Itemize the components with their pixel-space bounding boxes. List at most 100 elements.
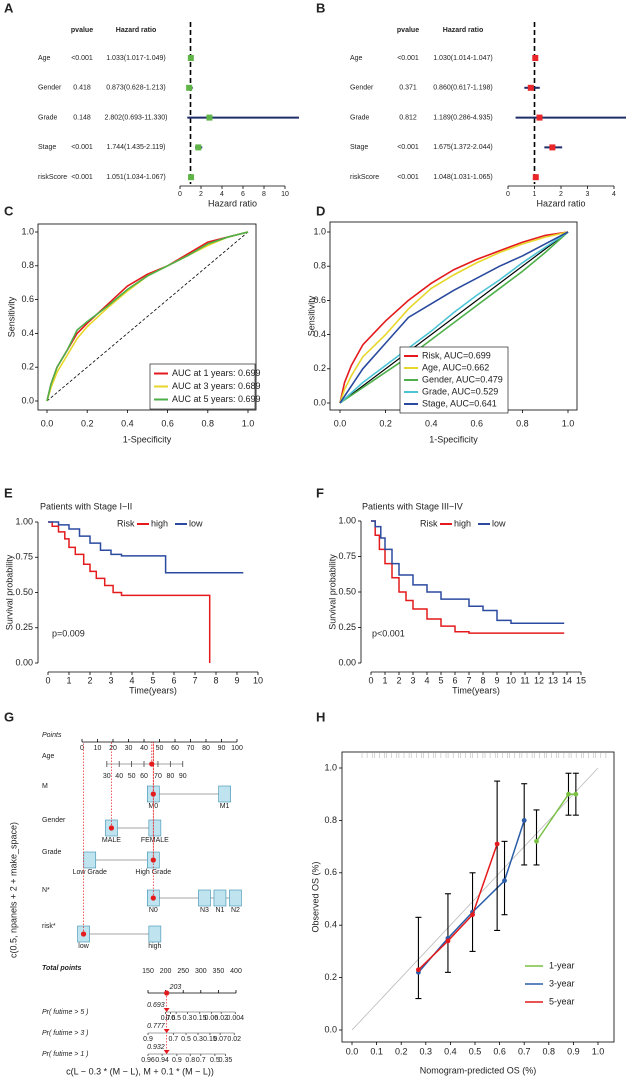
column-header: pvalue: [71, 27, 93, 34]
hazard-ratio-marker: [188, 174, 195, 181]
y-axis-title: Survival probability: [4, 554, 14, 630]
hazard-ratio-marker: [186, 84, 193, 91]
hazard-ratio-marker: [206, 114, 213, 121]
x-tick-label: 6: [241, 191, 245, 198]
x-tick-label: 0.8: [543, 1046, 556, 1056]
probability-label: 0.9: [143, 1036, 153, 1043]
x-tick-label: 4: [220, 191, 224, 198]
y-tick-label: 0.00: [15, 657, 33, 667]
y-tick-label: 0.8: [21, 260, 34, 270]
calibration-point: [573, 791, 579, 797]
p-value: p=0.009: [52, 628, 85, 638]
x-tick-label: 0.4: [444, 1046, 457, 1056]
p-value: <0.001: [71, 174, 93, 181]
selected-total: [164, 990, 170, 996]
x-axis-title: Time(years): [452, 685, 500, 695]
x-tick-label: 7: [192, 675, 197, 685]
panel-label: B: [316, 0, 325, 15]
points-tick-label: 20: [109, 745, 117, 752]
points-tick-label: 90: [218, 745, 226, 752]
probability-label: 0.5: [181, 1036, 191, 1043]
y-tick-label: 0.50: [15, 587, 33, 597]
y-tick-label: 0.4: [21, 328, 34, 338]
hr-label: 1.675(1.372-2.044): [433, 144, 493, 151]
category-box: [83, 851, 97, 869]
calibration-point: [494, 841, 500, 847]
total-tick-label: 400: [230, 968, 242, 975]
variable-name: Age: [42, 753, 55, 760]
category-box: [213, 889, 227, 907]
selected-value: [150, 857, 156, 863]
legend-label: 5-year: [549, 996, 575, 1006]
variable-label: 90: [179, 773, 187, 780]
x-tick-label: 6: [171, 675, 176, 685]
roc-curve: [339, 231, 569, 404]
x-tick-label: 1: [66, 675, 71, 685]
x-tick-label: 8: [480, 675, 485, 685]
hr-label: 2.802(0.693-11.330): [105, 114, 168, 121]
selected-probability-label: 0.932: [147, 1044, 165, 1051]
roc-curve: [339, 231, 569, 404]
row-label: Gender: [38, 85, 62, 92]
points-tick-label: 60: [171, 745, 179, 752]
variable-label: 70: [154, 773, 162, 780]
variable-label: N0: [149, 907, 158, 914]
p-value: <0.001: [397, 55, 419, 62]
x-tick-label: 0.6: [493, 1046, 506, 1056]
row-label: riskScore: [350, 174, 379, 181]
hr-label: 1.189(0.286-4.935): [433, 114, 493, 121]
variable-name: risk*: [42, 923, 56, 930]
x-axis-title: 1-Specificity: [429, 434, 478, 444]
legend-label: AUC at 5 years: 0.699: [172, 394, 261, 404]
variable-label: Low Grade: [73, 869, 107, 876]
x-tick-label: 8: [213, 675, 218, 685]
chart-title: Patients with Stage I−II: [40, 501, 132, 511]
y-tick-label: 0.25: [338, 622, 356, 632]
x-axis-title: c(L − 0.3 * (M − L), M + 0.1 * (M − L)): [66, 1066, 214, 1076]
x-tick-label: 4: [612, 191, 616, 198]
legend-label: 1-year: [549, 960, 575, 970]
calibration-point: [445, 938, 451, 944]
x-axis-title: Nomogram-predicted OS (%): [420, 1065, 537, 1075]
legend-label: high: [151, 518, 168, 528]
points-tick-label: 40: [140, 745, 148, 752]
x-tick-label: 4: [424, 675, 429, 685]
probability-label: 0.6: [166, 1015, 176, 1022]
hr-label: 1.033(1.017-1.049): [106, 55, 166, 62]
variable-label: High Grade: [135, 869, 171, 876]
probability-label: 0.35: [219, 1057, 233, 1064]
x-tick-label: 2: [559, 191, 563, 198]
p-value: 0.812: [399, 114, 417, 121]
hr-label: 1.744(1.435-2.119): [106, 144, 165, 151]
y-tick-label: 0.4: [313, 329, 326, 339]
p-value: 0.371: [399, 85, 417, 92]
x-tick-label: 3: [108, 675, 113, 685]
selected-probability: [163, 1029, 170, 1033]
hr-label: 0.860(0.617-1.198): [433, 85, 493, 92]
roc-curve: [339, 231, 569, 404]
hazard-ratio-marker: [536, 114, 543, 121]
calibration-point: [416, 967, 421, 973]
x-tick-label: 0.7: [518, 1046, 531, 1056]
variable-label: N1: [215, 907, 224, 914]
probability-label: 0.004: [227, 1015, 245, 1022]
row-label: Age: [38, 55, 51, 62]
selected-probability-label: 0.777: [147, 1023, 166, 1030]
p-value: 0.148: [73, 114, 91, 121]
x-tick-label: 10: [253, 675, 263, 685]
selected-value: [150, 895, 156, 901]
plot-frame: [37, 223, 257, 411]
p-value: p<0.001: [372, 628, 405, 638]
probability-label: 0.7: [161, 1015, 171, 1022]
x-tick-label: 0.6: [161, 418, 174, 428]
column-header: Hazard ratio: [443, 27, 483, 34]
p-value: <0.001: [397, 144, 419, 151]
variable-label: 80: [166, 773, 174, 780]
x-tick-label: 2: [87, 675, 92, 685]
y-tick-label: 0.6: [324, 867, 337, 877]
x-tick-label: 0.2: [379, 418, 392, 428]
variable-label: MALE: [102, 837, 121, 844]
y-tick-label: 0.4: [324, 920, 337, 930]
y-tick-label: 0.25: [15, 622, 33, 632]
